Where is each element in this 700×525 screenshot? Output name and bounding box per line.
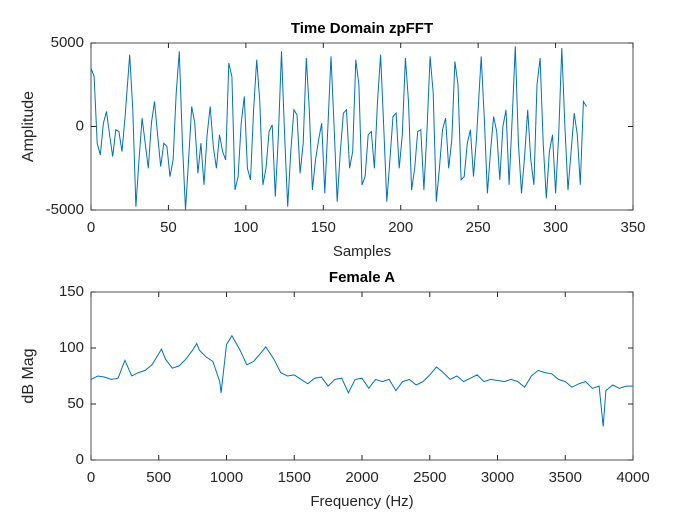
x-tick-label: 500 (146, 469, 171, 486)
x-tick-label: 3000 (481, 469, 514, 486)
y-tick-label: 0 (76, 117, 84, 134)
x-tick-label: 50 (160, 219, 177, 236)
x-tick-label: 4000 (616, 469, 649, 486)
series-line (90, 46, 587, 211)
series-line (90, 334, 633, 427)
x-tick-label: 2500 (413, 469, 446, 486)
y-tick-label: 50 (67, 395, 84, 412)
x-tick-label: 1500 (278, 469, 311, 486)
x-tick-label: 0 (87, 469, 95, 486)
x-tick-label: 300 (543, 219, 568, 236)
y-tick-label: 150 (59, 283, 84, 300)
chart-title: Time Domain zpFFT (291, 20, 433, 37)
x-tick-label: 350 (620, 219, 645, 236)
y-tick-label: -5000 (46, 201, 84, 218)
x-axis-label: Samples (333, 243, 391, 260)
y-axis-label: dB Mag (20, 348, 37, 403)
x-tick-label: 1000 (210, 469, 243, 486)
x-tick-label: 150 (311, 219, 336, 236)
y-axis-label: Amplitude (20, 91, 37, 162)
x-tick-label: 2000 (345, 469, 378, 486)
axes-box (90, 291, 634, 461)
x-tick-label: 200 (388, 219, 413, 236)
x-tick-label: 250 (466, 219, 491, 236)
y-tick-label: 0 (76, 451, 84, 468)
x-tick-label: 3500 (549, 469, 582, 486)
chart-title: Female A (329, 269, 395, 286)
x-tick-label: 0 (87, 219, 95, 236)
x-axis-label: Frequency (Hz) (310, 493, 413, 510)
x-tick-label: 100 (233, 219, 258, 236)
y-tick-label: 100 (59, 339, 84, 356)
y-tick-label: 5000 (51, 34, 84, 51)
